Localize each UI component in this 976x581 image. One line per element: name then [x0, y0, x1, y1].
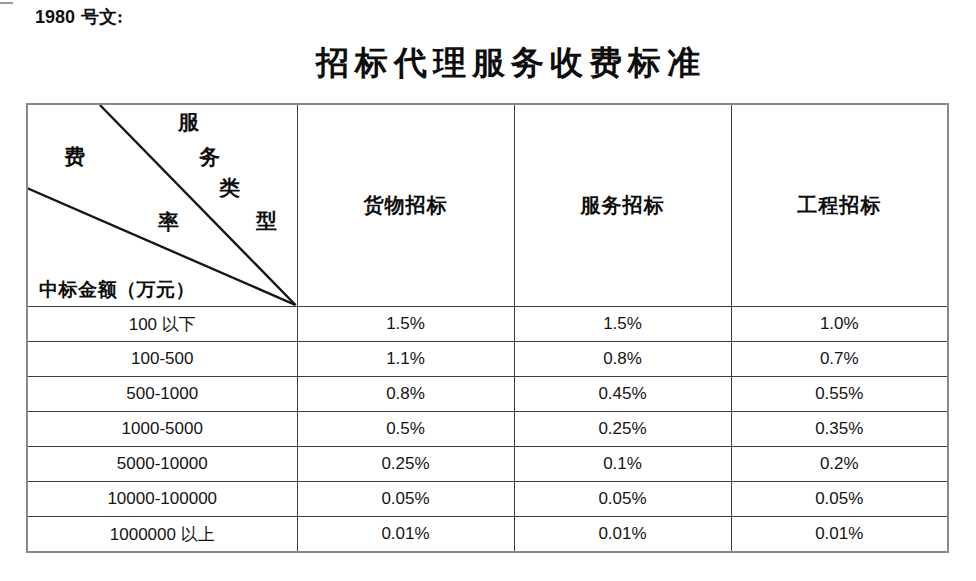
row-amount-range: 10000-100000 [27, 482, 297, 517]
fee-value: 0.35% [731, 412, 948, 447]
table-row: 500-1000 0.8% 0.45% 0.55% [27, 377, 948, 412]
table-row: 5000-10000 0.25% 0.1% 0.2% [27, 447, 948, 482]
table-corner-cell: 服 费 务 类 率 型 中标金额（万元） [27, 104, 297, 307]
document-page: 1980号文: 招标代理服务收费标准 服 费 务 类 率 型 中标金 [0, 0, 976, 581]
fee-value: 0.8% [297, 377, 514, 412]
corner-label-fee-char: 率 [158, 211, 180, 234]
row-amount-range: 1000000 以上 [27, 517, 297, 553]
fee-value: 0.25% [297, 447, 514, 482]
document-ref-number: 1980 [35, 7, 75, 27]
diagonal-divider-lines [28, 105, 297, 306]
row-amount-range: 500-1000 [27, 377, 297, 412]
fee-value: 0.01% [514, 517, 731, 553]
fee-value: 1.0% [731, 307, 948, 342]
table-header-row: 服 费 务 类 率 型 中标金额（万元） 货物招标 服务招标 工程招标 [27, 104, 948, 307]
fee-value: 0.2% [731, 447, 948, 482]
corner-label-service-char: 类 [219, 177, 241, 200]
fee-value: 0.01% [731, 517, 948, 553]
row-amount-range: 5000-10000 [27, 447, 297, 482]
table-row: 100-500 1.1% 0.8% 0.7% [27, 342, 948, 377]
column-header-engineering: 工程招标 [731, 104, 948, 307]
fee-value: 0.55% [731, 377, 948, 412]
fee-value: 0.05% [514, 482, 731, 517]
table-row: 10000-100000 0.05% 0.05% 0.05% [27, 482, 948, 517]
row-amount-range: 1000-5000 [27, 412, 297, 447]
corner-label-service-char: 型 [256, 210, 278, 233]
table-row: 1000-5000 0.5% 0.25% 0.35% [27, 412, 948, 447]
column-header-goods: 货物招标 [297, 104, 514, 307]
fee-value: 0.8% [514, 342, 731, 377]
corner-label-fee-char: 费 [64, 146, 86, 169]
fee-standard-table: 服 费 务 类 率 型 中标金额（万元） 货物招标 服务招标 工程招标 100 … [26, 103, 949, 553]
row-amount-range: 100 以下 [27, 307, 297, 342]
row-amount-range: 100-500 [27, 342, 297, 377]
fee-value: 0.5% [297, 412, 514, 447]
fee-value: 0.05% [297, 482, 514, 517]
page-title: 招标代理服务收费标准 [316, 45, 706, 81]
column-header-service: 服务招标 [514, 104, 731, 307]
fee-value: 1.5% [297, 307, 514, 342]
fee-value: 1.1% [297, 342, 514, 377]
table-row: 100 以下 1.5% 1.5% 1.0% [27, 307, 948, 342]
corner-label-service-char: 务 [199, 146, 221, 169]
fee-value: 0.7% [731, 342, 948, 377]
fee-value: 0.05% [731, 482, 948, 517]
fee-value: 1.5% [514, 307, 731, 342]
document-ref-label: 号文: [81, 7, 123, 27]
corner-label-service-char: 服 [178, 111, 200, 134]
screen-edge-artifact [0, 2, 13, 4]
corner-amount-axis-label: 中标金额（万元） [39, 277, 195, 303]
table-row: 1000000 以上 0.01% 0.01% 0.01% [27, 517, 948, 553]
fee-value: 0.01% [297, 517, 514, 553]
fee-value: 0.25% [514, 412, 731, 447]
fee-value: 0.1% [514, 447, 731, 482]
document-ref: 1980 号文: [35, 6, 123, 28]
fee-value: 0.45% [514, 377, 731, 412]
